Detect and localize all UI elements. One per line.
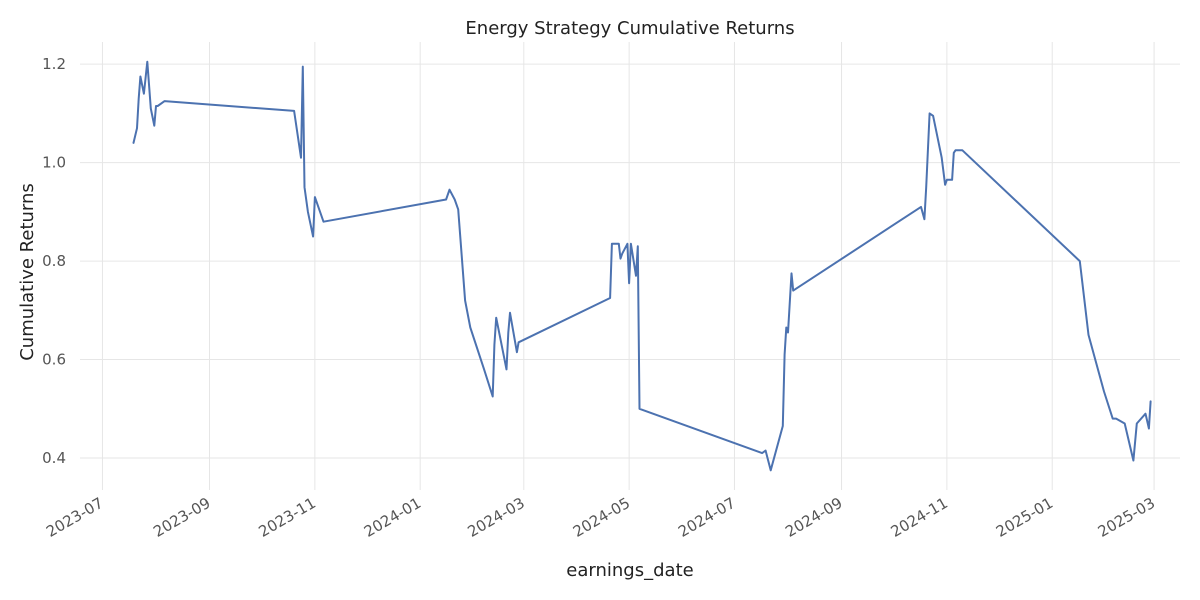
y-axis-title: Cumulative Returns <box>17 183 38 361</box>
x-tick-label: 2023-09 <box>150 494 213 541</box>
y-tick-label: 0.8 <box>42 252 66 270</box>
x-tick-label: 2024-11 <box>888 494 951 541</box>
x-tick-label: 2025-03 <box>1095 494 1158 541</box>
y-tick-label: 0.6 <box>42 351 66 369</box>
series-layer <box>132 60 1152 472</box>
x-tick-label: 2024-09 <box>782 494 845 541</box>
x-tick-label: 2024-01 <box>361 494 424 541</box>
x-tick-label: 2023-11 <box>256 494 319 541</box>
x-tick-label: 2025-01 <box>993 494 1056 541</box>
y-tick-label: 1.2 <box>42 55 66 73</box>
y-tick-label: 1.0 <box>42 154 66 172</box>
x-tick-label: 2024-05 <box>570 494 633 541</box>
x-tick-label: 2023-07 <box>43 494 106 541</box>
chart-title: Energy Strategy Cumulative Returns <box>465 18 794 39</box>
y-tick-label: 0.4 <box>42 449 66 467</box>
x-axis-title: earnings_date <box>566 560 693 581</box>
x-tick-label: 2024-07 <box>675 494 738 541</box>
series-line <box>132 60 1152 472</box>
x-tick-label: 2024-03 <box>465 494 528 541</box>
